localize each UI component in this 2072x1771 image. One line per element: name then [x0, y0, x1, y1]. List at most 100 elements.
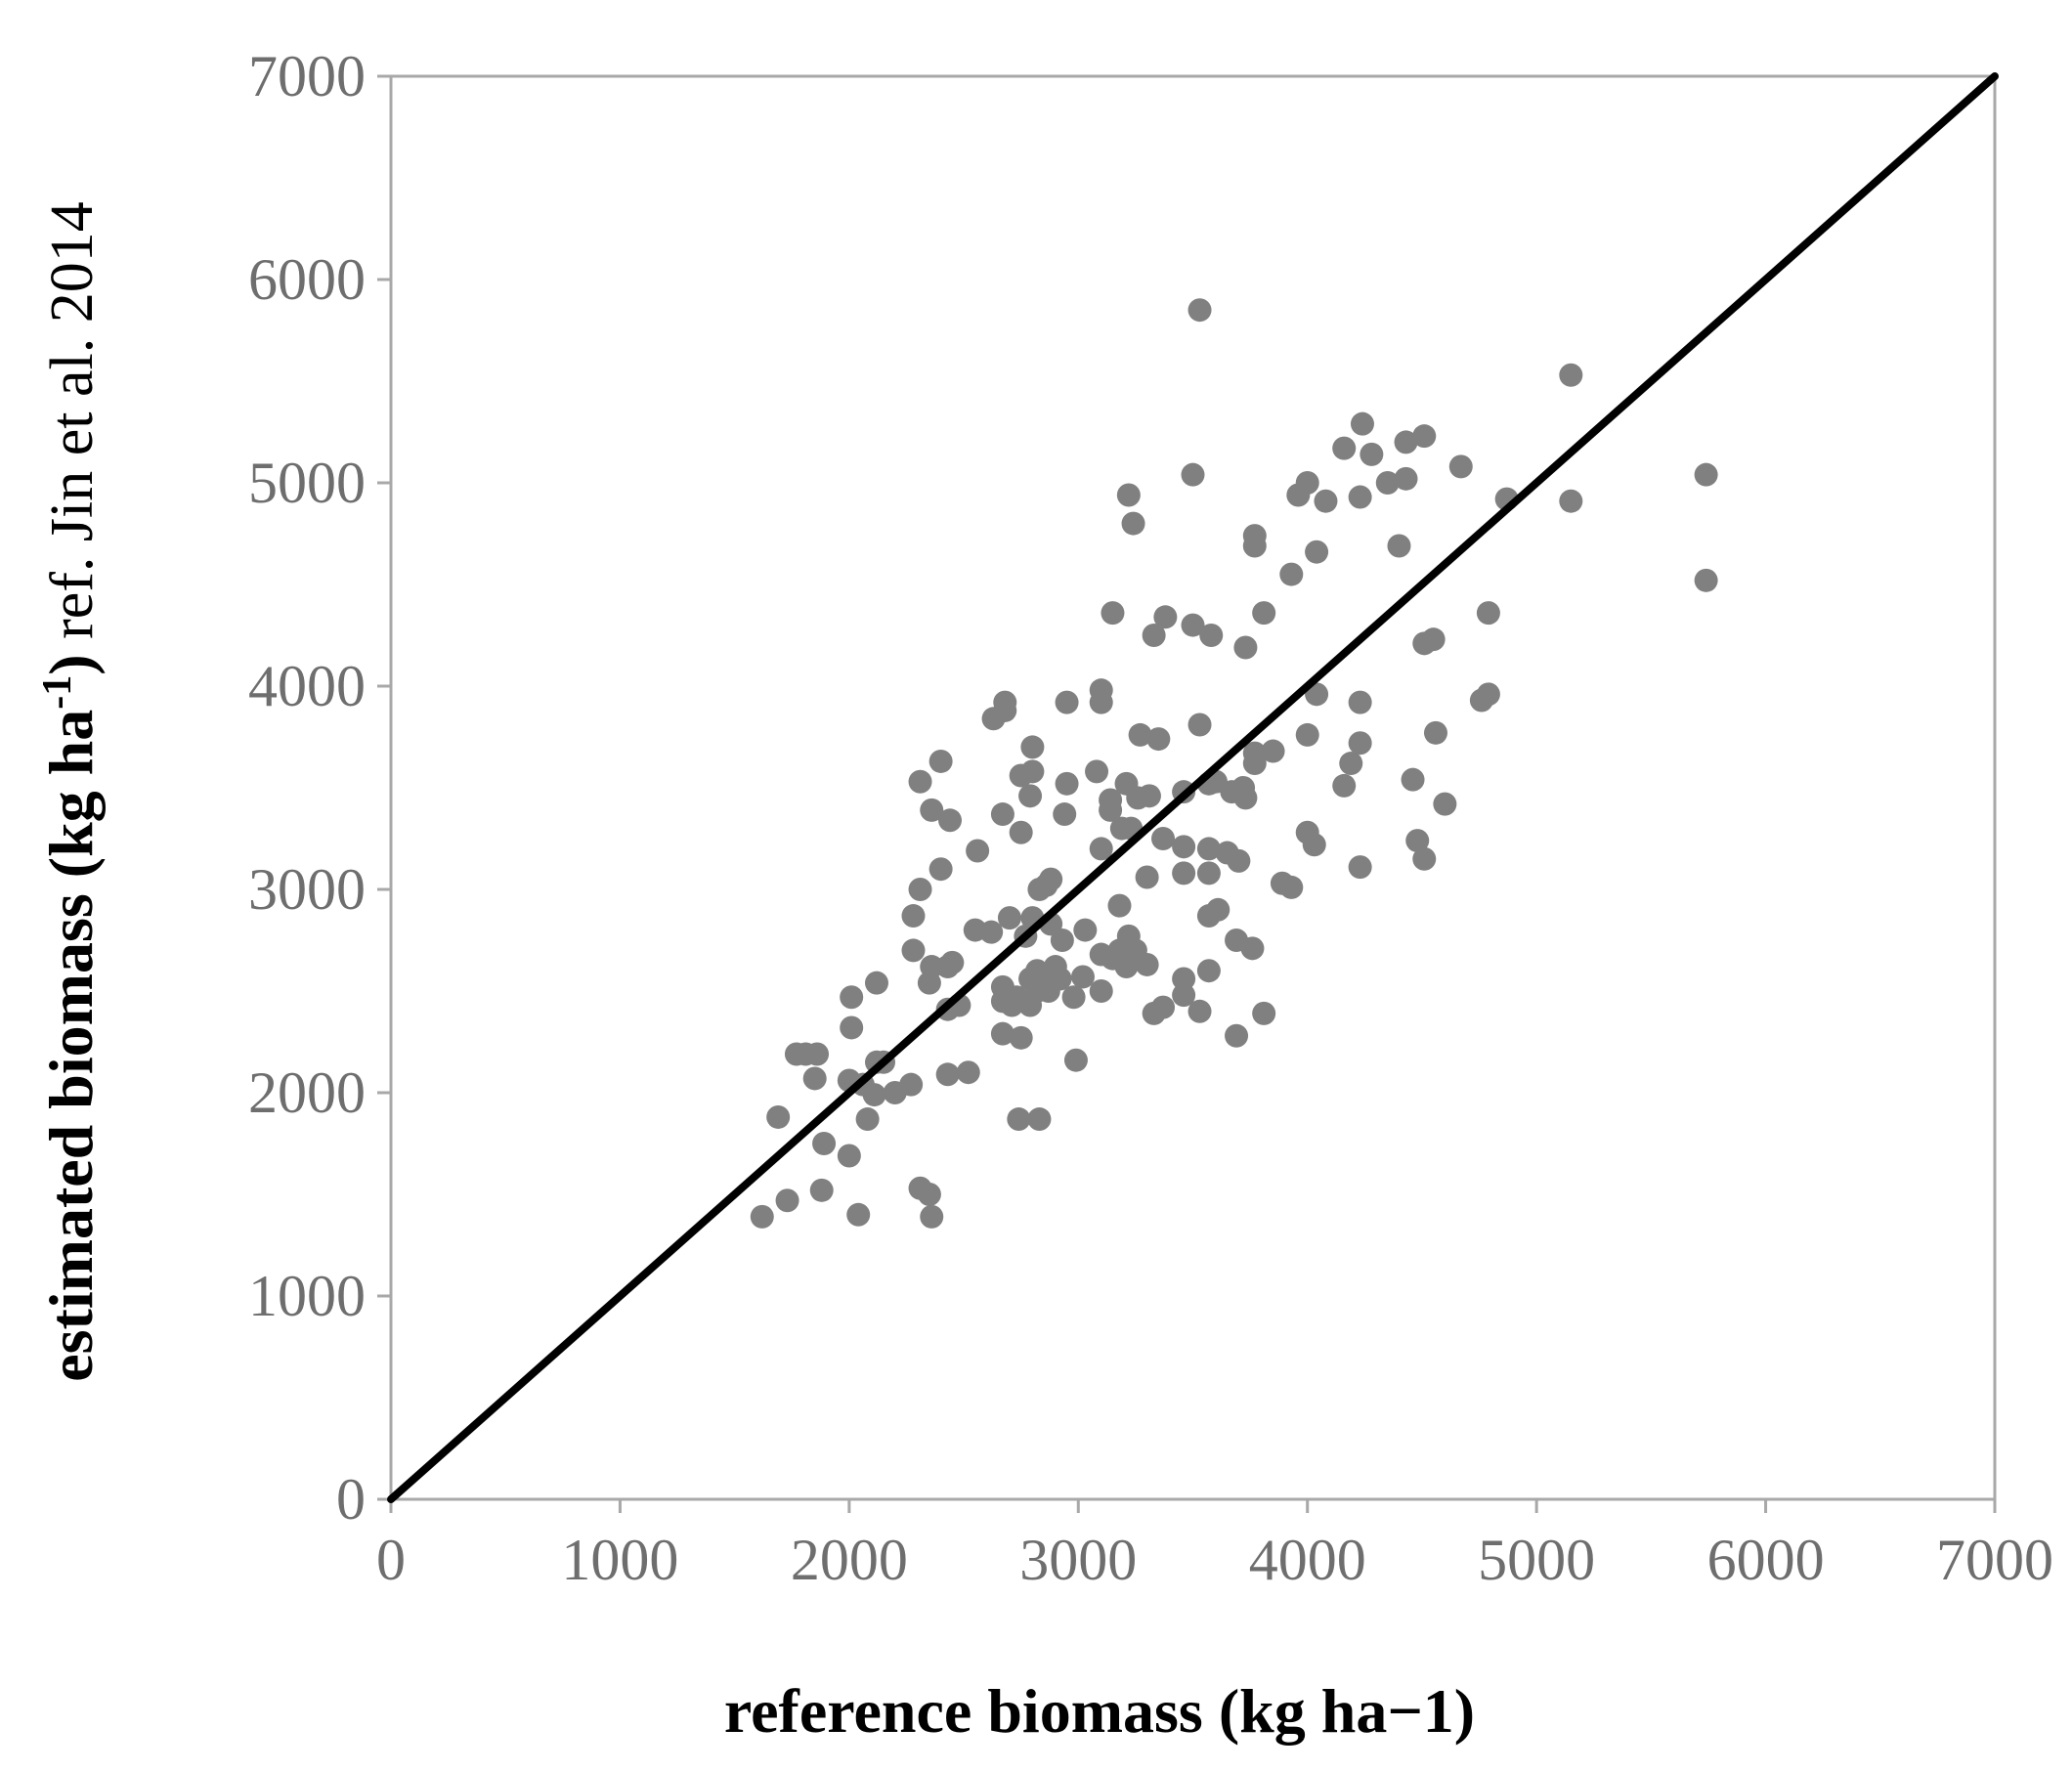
data-point	[1121, 511, 1145, 536]
data-point	[812, 1132, 837, 1155]
y-axis-title-close: )	[36, 654, 106, 674]
data-point	[990, 1021, 1014, 1046]
data-point	[1423, 720, 1447, 745]
data-point	[1099, 788, 1123, 812]
plot-frame	[389, 74, 1997, 1501]
data-point	[1405, 829, 1430, 853]
data-point	[1135, 865, 1159, 889]
data-point	[920, 798, 944, 822]
data-point	[1694, 568, 1718, 592]
data-point	[1172, 967, 1196, 991]
data-point	[1412, 424, 1437, 449]
data-point	[1314, 489, 1338, 513]
data-point	[1146, 727, 1171, 752]
plot-area-border	[389, 74, 1997, 1501]
data-point	[920, 955, 944, 979]
data-point	[993, 690, 1017, 714]
data-point	[1187, 298, 1212, 323]
data-point	[1339, 752, 1363, 776]
data-point	[1172, 861, 1196, 886]
x-tick-label: 7000	[1936, 1528, 2053, 1592]
data-point	[1387, 534, 1411, 558]
data-point	[1206, 897, 1230, 922]
data-point	[1172, 835, 1196, 859]
data-point	[899, 1072, 924, 1097]
data-point	[1009, 820, 1033, 844]
data-point	[1227, 848, 1251, 873]
data-point	[1559, 363, 1583, 387]
y-axis-title-superscript: -1	[35, 675, 80, 710]
data-point	[917, 1183, 941, 1206]
x-axis-title: reference biomass (kg ha−1)	[724, 1676, 1475, 1746]
data-point	[1007, 1107, 1031, 1132]
data-point	[1055, 771, 1079, 796]
data-point	[1089, 837, 1113, 861]
data-point	[1348, 855, 1372, 880]
data-point	[1433, 792, 1457, 816]
data-point	[840, 1015, 864, 1040]
data-point	[1048, 967, 1072, 991]
x-tick-label: 5000	[1478, 1528, 1595, 1592]
y-tick-label: 6000	[248, 247, 366, 312]
y-tick-label: 4000	[248, 654, 366, 718]
data-point	[1295, 471, 1319, 495]
data-point	[1240, 936, 1265, 961]
data-point	[1050, 929, 1074, 952]
data-point	[1199, 624, 1224, 647]
data-point	[1233, 786, 1258, 810]
data-point	[938, 808, 963, 833]
data-point	[1348, 485, 1372, 509]
data-point	[1101, 601, 1125, 626]
data-point	[855, 1107, 880, 1132]
data-point	[908, 878, 932, 901]
data-point	[1061, 985, 1086, 1010]
data-point	[1360, 442, 1384, 466]
data-point	[837, 1144, 861, 1168]
data-point	[940, 950, 965, 974]
data-point	[1063, 1048, 1088, 1072]
data-point	[1187, 999, 1212, 1023]
data-point	[1020, 759, 1045, 784]
x-tick-label: 3000	[1019, 1528, 1137, 1592]
y-tick-label: 5000	[248, 451, 366, 515]
data-point	[1375, 471, 1400, 495]
y-axis-title-reference: ref. Jin et al. 2014	[39, 201, 106, 654]
x-tick-label: 2000	[791, 1528, 908, 1592]
data-point	[1332, 773, 1357, 798]
data-point	[1302, 833, 1326, 857]
data-point	[1559, 489, 1583, 513]
data-point	[901, 938, 926, 963]
data-point	[1196, 861, 1221, 886]
one-to-one-line	[387, 72, 1999, 1503]
data-point	[935, 1062, 960, 1087]
data-point	[1295, 722, 1319, 747]
data-point	[1151, 827, 1176, 850]
data-point	[1196, 959, 1221, 983]
data-point	[1181, 613, 1205, 637]
data-point	[1348, 731, 1372, 756]
data-point	[864, 971, 888, 995]
data-point	[1142, 624, 1166, 647]
y-tick-label: 7000	[248, 44, 366, 108]
data-point	[1009, 1025, 1033, 1050]
data-point	[1279, 562, 1304, 586]
data-point	[1137, 784, 1161, 808]
data-point	[1053, 802, 1077, 827]
data-point	[862, 1083, 886, 1107]
data-point	[1279, 875, 1304, 899]
data-point	[997, 906, 1021, 930]
data-point	[1018, 784, 1043, 808]
data-point	[928, 749, 953, 773]
data-point	[1348, 690, 1372, 714]
x-axis-ticks: 0 1000 2000 3000 4000 5000 6000 7000	[376, 1499, 2053, 1592]
reference-line-layer	[387, 72, 1999, 1503]
data-point	[1073, 918, 1098, 942]
data-point	[1196, 837, 1221, 861]
data-point	[956, 1060, 980, 1085]
data-point	[802, 1066, 827, 1091]
data-point	[966, 839, 990, 863]
data-point	[1181, 462, 1205, 487]
data-point	[1694, 462, 1718, 487]
y-tick-label: 1000	[248, 1264, 366, 1328]
